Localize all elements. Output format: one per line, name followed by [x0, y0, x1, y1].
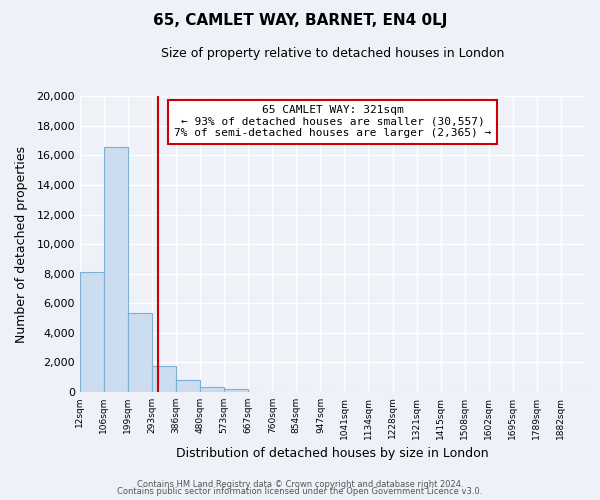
Bar	[224, 388, 248, 392]
Bar	[128, 314, 152, 392]
Text: 65, CAMLET WAY, BARNET, EN4 0LJ: 65, CAMLET WAY, BARNET, EN4 0LJ	[153, 12, 447, 28]
Text: Contains HM Land Registry data © Crown copyright and database right 2024.: Contains HM Land Registry data © Crown c…	[137, 480, 463, 489]
Bar	[176, 380, 200, 392]
Text: Contains public sector information licensed under the Open Government Licence v3: Contains public sector information licen…	[118, 487, 482, 496]
Bar	[80, 272, 104, 392]
Text: 65 CAMLET WAY: 321sqm
← 93% of detached houses are smaller (30,557)
7% of semi-d: 65 CAMLET WAY: 321sqm ← 93% of detached …	[174, 105, 491, 138]
Bar	[152, 366, 176, 392]
X-axis label: Distribution of detached houses by size in London: Distribution of detached houses by size …	[176, 447, 489, 460]
Bar	[104, 146, 128, 392]
Title: Size of property relative to detached houses in London: Size of property relative to detached ho…	[161, 48, 504, 60]
Y-axis label: Number of detached properties: Number of detached properties	[15, 146, 28, 342]
Bar	[200, 388, 224, 392]
